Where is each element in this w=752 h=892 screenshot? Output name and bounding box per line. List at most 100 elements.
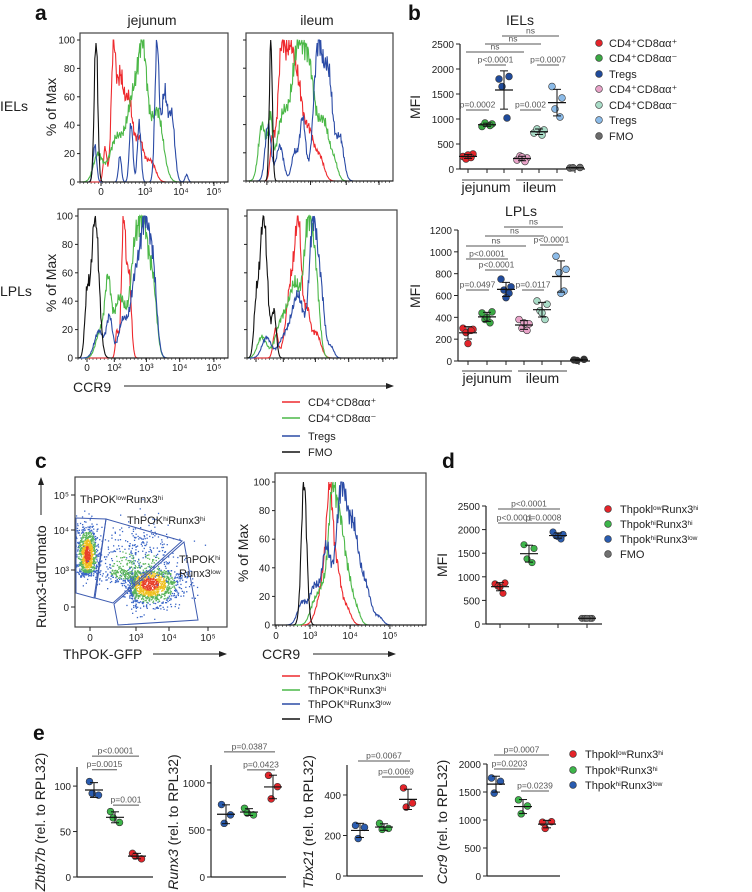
- group-label: ileum: [523, 179, 556, 195]
- data-point: [399, 784, 408, 792]
- y-axis-label: Runx3 (rel. to RPL32): [165, 754, 181, 889]
- y-tick-label: 1000: [430, 248, 453, 259]
- legend-label: FMO: [308, 714, 333, 726]
- data-group: [533, 297, 551, 324]
- y-tick-label: 0: [69, 178, 75, 189]
- label-superscript: hi: [200, 516, 206, 523]
- data-point: [558, 94, 566, 102]
- y-axis-label: % of Max: [235, 524, 251, 582]
- y-tick-label: 40: [64, 121, 76, 132]
- gate-thpok-hi-runx3-hi[interactable]: [94, 518, 184, 604]
- data-group: [497, 275, 515, 302]
- y-tick-label: 80: [64, 64, 76, 75]
- data-point: [548, 82, 556, 91]
- label-superscript: hi: [215, 555, 221, 562]
- legend-label: CD4⁺CD8αα⁻: [609, 53, 678, 65]
- panel-label-c: c: [35, 450, 47, 473]
- data-group: [85, 777, 103, 799]
- legend-label: ThpokhiRunx3hi: [585, 765, 658, 777]
- y-tick-label: 80: [62, 240, 74, 251]
- y-tick-label: 20: [259, 592, 271, 603]
- x-tick-label: 10⁵: [206, 187, 221, 198]
- data-point: [505, 72, 513, 81]
- data-point: [85, 777, 94, 786]
- x-tick-label: 0: [84, 363, 90, 374]
- data-group: [351, 821, 369, 843]
- label-text: Runx3: [621, 765, 653, 777]
- p-value-label: ns: [491, 42, 500, 52]
- chart-e-ccr9: 0 500 1000 1500 2000 Ccr9 (rel. to RPL32) p=0.…: [434, 745, 560, 884]
- histogram-jejunum-LPLs: 0 20 40 60 80 100 0 10² 10³ 10⁴ 10⁵: [56, 208, 229, 374]
- data-group: [264, 771, 282, 803]
- legend-label: Tregs: [308, 431, 336, 443]
- legend-marker: [595, 85, 603, 93]
- p-value-label: p=0.0497: [460, 280, 496, 290]
- p-value-label: p<0.0001: [98, 746, 134, 756]
- label-text: Thpok: [620, 519, 651, 531]
- legend-label: FMO: [620, 549, 645, 561]
- y-tick-label: 1000: [459, 816, 482, 827]
- y-tick-label: 2000: [458, 526, 481, 537]
- x-tick-label: 10³: [303, 631, 318, 642]
- data-group: [478, 308, 496, 327]
- row-title-lpls: LPLs: [0, 283, 32, 299]
- legend-marker: [604, 550, 612, 558]
- p-value-label: p=0.0067: [366, 750, 402, 760]
- y-axis-label: MFI: [407, 95, 423, 119]
- data-point: [556, 113, 564, 121]
- y-tick-label: 20: [62, 325, 74, 336]
- y-tick-label: 500: [463, 596, 480, 607]
- y-tick-label: 600: [435, 292, 452, 303]
- gate-thpok-hi-runx3-low[interactable]: [113, 541, 199, 626]
- y-axis-label-suffix: (rel. to RPL32): [32, 753, 48, 848]
- histogram-curve: [80, 39, 228, 183]
- legend-label: Tregs: [609, 69, 637, 81]
- chart-e-zbtb7b: 0 50 100 Zbtb7b (rel. to RPL32) p<0.0001 p=0.…: [32, 746, 153, 892]
- label-text: ThPOK: [308, 699, 345, 711]
- data-group: [530, 125, 548, 139]
- p-value-label: p=0.0007: [504, 745, 540, 755]
- label-text: Runx3: [656, 519, 688, 531]
- plot-frame: [274, 472, 427, 626]
- y-axis-label-suffix: (rel. to RPL32): [165, 754, 181, 849]
- y-tick-label: 2000: [459, 760, 482, 771]
- x-axis-label: CCR9: [262, 646, 300, 662]
- y-axis-label: % of Max: [43, 78, 59, 136]
- label-superscript: hi: [163, 516, 169, 523]
- legend-label: ThpoklowRunx3hi: [620, 504, 699, 516]
- legend-label: ThpokhiRunx3low: [620, 534, 698, 546]
- y-tick-label: 100: [56, 212, 73, 223]
- legend-marker: [604, 505, 612, 513]
- label-superscript: hi: [386, 672, 392, 679]
- x-tick-label: 10⁴: [172, 363, 187, 374]
- y-tick-label: 80: [259, 506, 271, 517]
- p-value-label: ns: [509, 34, 518, 44]
- label-text: Runx3: [626, 749, 658, 761]
- histogram-curve: [77, 215, 228, 359]
- p-value-label: p<0.0001: [497, 512, 533, 522]
- label-text: ThPOK: [308, 671, 345, 683]
- data-group: [538, 817, 556, 833]
- label-text: Thpok: [585, 765, 616, 777]
- p-value-label: ns: [492, 236, 501, 246]
- y-tick-label: 0: [446, 357, 452, 368]
- label-text: FMO: [308, 714, 333, 726]
- chart-d: 05001000150020002500MFIp<0.0001p<0.0001p…: [434, 498, 602, 631]
- data-group: [578, 614, 596, 622]
- data-point: [109, 814, 117, 822]
- gate-label: Runx3low: [179, 568, 221, 580]
- panel-label-a: a: [35, 2, 47, 25]
- p-value-label: p=0.0203: [492, 759, 528, 769]
- legend-label: CD4⁺CD8αα⁺: [308, 397, 377, 409]
- y-axis-label: % of Max: [43, 254, 59, 312]
- label-text: Runx3: [661, 504, 693, 516]
- gate-label: ThPOKlowRunx3hi: [80, 494, 163, 506]
- gate-thpok-low-runx3-hi[interactable]: [75, 517, 107, 599]
- data-group: [514, 796, 532, 818]
- row-title-iels: IELs: [0, 98, 28, 114]
- y-axis-label: MFI: [407, 284, 423, 308]
- data-point: [523, 326, 531, 335]
- x-tick-label: 10⁴: [173, 187, 188, 198]
- legend-label: CD4⁺CD8αα⁺: [609, 38, 678, 50]
- data-point: [541, 315, 549, 324]
